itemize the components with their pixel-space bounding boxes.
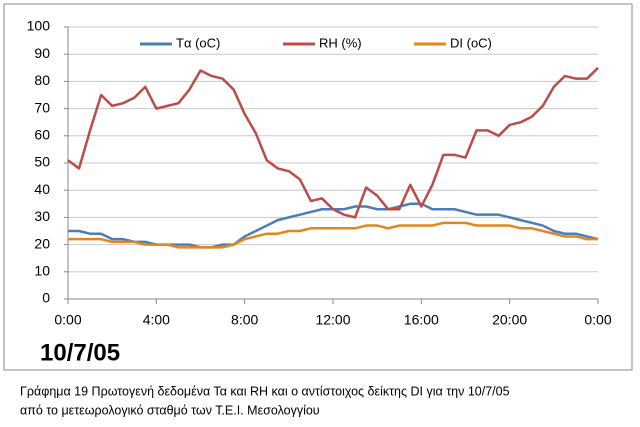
- x-tick-label: 8:00: [231, 312, 258, 328]
- y-tick-label: 10: [34, 263, 50, 279]
- y-tick-label: 80: [34, 72, 50, 88]
- date-annotation: 10/7/05: [40, 339, 120, 366]
- x-tick-label: 12:00: [315, 312, 350, 328]
- series-line: [67, 66, 599, 219]
- x-tick-label: 16:00: [404, 312, 439, 328]
- y-tick-label: 50: [34, 154, 50, 170]
- caption: Γράφημα 19 Πρωτογενή δεδομένα Τα και RH …: [20, 384, 510, 398]
- legend-label: RH (%): [319, 35, 362, 50]
- y-tick-label: 30: [34, 208, 50, 224]
- x-tick-label: 20:00: [492, 312, 527, 328]
- y-tick-label: 60: [34, 127, 50, 143]
- series-line: [68, 221, 598, 249]
- x-tick-label: 4:00: [143, 312, 170, 328]
- y-tick-label: 100: [27, 18, 51, 34]
- legend-label: Tα (oC): [176, 35, 220, 50]
- x-tick-label: 0:00: [584, 312, 611, 328]
- y-tick-label: 20: [34, 235, 50, 251]
- caption: από το μετεωρολογικό σταθμό των Τ.Ε.Ι. Μ…: [20, 403, 320, 417]
- chart-frame: [3, 3, 633, 371]
- x-tick-label: 0:00: [54, 312, 81, 328]
- legend-label: DI (oC): [450, 35, 492, 50]
- y-tick-label: 0: [42, 290, 50, 306]
- y-tick-label: 40: [34, 181, 50, 197]
- y-tick-label: 90: [34, 45, 50, 61]
- y-tick-label: 70: [34, 99, 50, 115]
